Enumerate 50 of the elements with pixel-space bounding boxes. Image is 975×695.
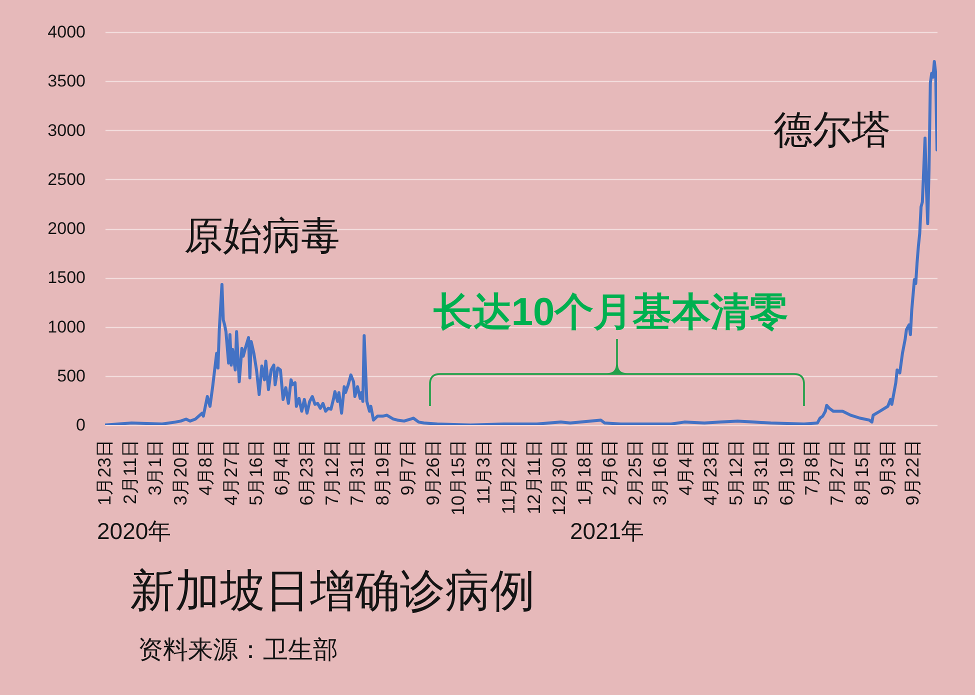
annotation: 原始病毒 xyxy=(184,215,340,258)
x-tick-label: 9月7日 xyxy=(398,440,418,496)
x-tick-label: 8月19日 xyxy=(372,440,392,506)
x-tick-label: 12月11日 xyxy=(524,440,544,514)
x-tick-label: 5月31日 xyxy=(751,440,772,506)
x-tick-label: 2月6日 xyxy=(600,440,620,496)
annotation: 德尔塔 xyxy=(774,109,890,152)
x-tick-label: 7月8日 xyxy=(802,440,822,496)
text: 新加坡日增确诊病例 xyxy=(130,565,535,616)
x-tick-label: 7月27日 xyxy=(826,440,847,506)
annotation: 长达10个月基本清零 xyxy=(432,291,789,334)
y-tick-label: 4000 xyxy=(48,22,86,42)
y-tick-label: 500 xyxy=(57,366,86,386)
x-tick-label: 7月12日 xyxy=(322,440,342,506)
y-tick-label: 1000 xyxy=(48,317,86,336)
x-tick-label: 11月22日 xyxy=(498,440,519,514)
x-tick-label: 6月23日 xyxy=(296,440,317,506)
x-tick-label: 3月1日 xyxy=(145,440,166,496)
x-tick-label: 2月11日 xyxy=(120,440,140,504)
x-tick-label: 4月23日 xyxy=(700,440,721,506)
text: 2020年 xyxy=(97,518,172,544)
y-tick-label: 2500 xyxy=(48,170,86,189)
x-tick-label: 4月8日 xyxy=(196,440,216,496)
x-tick-label: 12月30日 xyxy=(549,440,570,516)
y-tick-label: 0 xyxy=(76,416,86,434)
x-tick-label: 9月26日 xyxy=(422,440,443,506)
x-tick-label: 9月22日 xyxy=(902,440,923,506)
x-tick-label: 1月23日 xyxy=(94,440,114,506)
x-tick-label: 4月27日 xyxy=(220,440,241,506)
x-tick-label: 11月3日 xyxy=(473,440,494,504)
x-tick-label: 5月12日 xyxy=(726,440,746,506)
x-tick-label: 9月3日 xyxy=(877,440,898,496)
x-tick-label: 4月4日 xyxy=(675,440,696,496)
y-tick-label: 3000 xyxy=(48,120,86,140)
x-tick-label: 3月16日 xyxy=(650,440,670,506)
y-tick-label: 3500 xyxy=(48,72,86,91)
text: 资料来源：卫生部 xyxy=(138,636,338,664)
y-tick-label: 1500 xyxy=(48,268,86,288)
x-tick-label: 5月16日 xyxy=(246,440,266,506)
x-tick-label: 8月15日 xyxy=(852,440,872,506)
x-tick-label: 7月31日 xyxy=(347,440,368,506)
x-tick-label: 1月18日 xyxy=(574,440,594,506)
x-tick-label: 6月19日 xyxy=(776,440,796,506)
x-tick-label: 3月20日 xyxy=(170,440,190,506)
x-tick-label: 10月15日 xyxy=(448,440,468,516)
line-series xyxy=(105,60,937,425)
y-tick-label: 2000 xyxy=(48,219,86,238)
text: 2021年 xyxy=(570,518,644,544)
x-tick-label: 6月4日 xyxy=(271,440,292,496)
x-tick-label: 2月25日 xyxy=(624,440,645,506)
